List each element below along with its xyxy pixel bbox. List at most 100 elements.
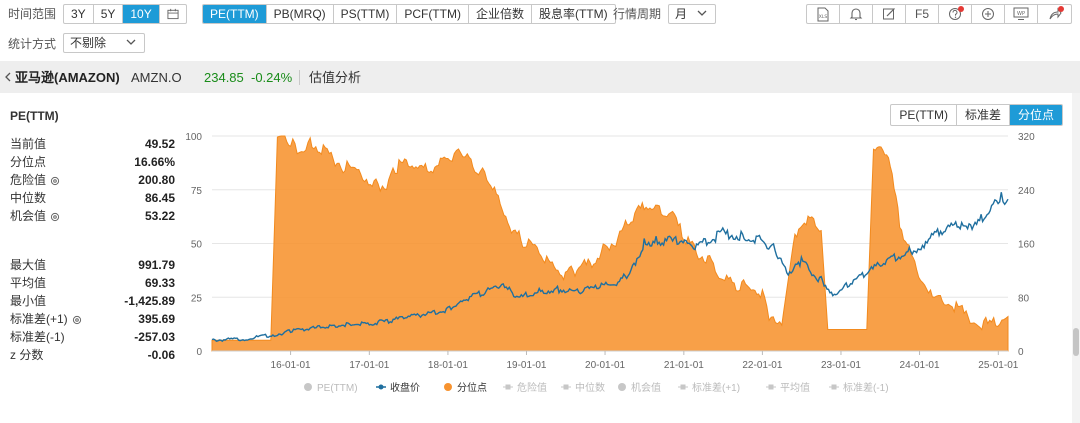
x-tick-label: 22-01-01 [742,360,782,371]
metric-tab-ps-ttm[interactable]: PS(TTM) [334,5,398,23]
x-tick-label: 20-01-01 [585,360,625,371]
legend-item[interactable]: 标准差(+1) [678,381,740,394]
legend-label: 机会值 [631,381,661,394]
legend-marker [563,384,569,390]
xls-export-icon[interactable]: XLS [807,5,840,23]
stat-label: 标准差(+1) [10,311,82,328]
legend-item[interactable]: 中位数 [561,381,605,394]
mode-tabs: PE(TTM) 标准差 分位点 [890,104,1063,126]
x-tick-label: 18-01-01 [428,360,468,371]
legend-label: 平均值 [780,381,810,394]
legend-item[interactable]: 分位点 [444,381,487,394]
stat-row: 标准差(-1) -257.03 [10,329,175,346]
y-right-tick-label: 240 [1018,186,1035,197]
legend-item[interactable]: 收盘价 [376,381,420,394]
range-3y-button[interactable]: 3Y [64,5,94,23]
stat-label: 危险值 [10,172,60,189]
stat-method-value: 不剔除 [70,36,107,50]
y-left-tick-label: 100 [185,132,202,143]
legend-marker [304,383,312,391]
stat-row: 危险值 200.80 [10,172,175,189]
edit-icon[interactable] [873,5,906,23]
zoom-in-icon[interactable] [972,5,1005,23]
mode-tab-percentile[interactable]: 分位点 [1009,105,1062,125]
metric-tab-ev-multiple[interactable]: 企业倍数 [469,5,532,23]
range-5y-button[interactable]: 5Y [94,5,124,23]
metric-tabs: PE(TTM) PB(MRQ) PS(TTM) PCF(TTM) 企业倍数 股息… [202,4,616,24]
legend-item[interactable]: PE(TTM) [304,383,358,394]
legend-label: 收盘价 [390,381,420,394]
stat-row: 当前值 49.52 [10,136,175,153]
close-price-line [211,192,1009,343]
legend-label: 标准差(+1) [692,381,740,394]
time-range-label: 时间范围 [8,7,57,21]
bell-icon[interactable] [840,5,873,23]
legend-marker [831,384,837,390]
stat-label: 标准差(-1) [10,330,65,344]
percentile-area [211,135,1009,352]
chevron-down-icon [697,10,707,16]
stat-value: 69.33 [144,276,175,290]
stat-row: 平均值 69.33 [10,275,175,292]
y-left-tick-label: 75 [191,186,203,197]
legend-marker [768,384,774,390]
y-left-tick-label: 25 [191,293,203,304]
gear-icon[interactable] [50,176,60,186]
gear-icon[interactable] [50,212,60,222]
calendar-icon[interactable] [160,5,186,23]
legend-item[interactable]: 平均值 [766,381,810,394]
legend-item[interactable]: 标准差(-1) [829,381,889,394]
period-select[interactable]: 月 [668,4,716,24]
stat-value: 200.80 [138,173,175,187]
stat-row: z 分数 -0.06 [10,347,175,364]
stat-method-label: 统计方式 [8,37,57,51]
panel-title: PE(TTM) [10,109,59,123]
mode-tab-std-dev[interactable]: 标准差 [957,105,1010,125]
scrollbar-thumb[interactable] [1073,328,1079,356]
legend-label: 危险值 [517,381,547,394]
y-left-tick-label: 50 [191,240,203,251]
x-tick-label: 17-01-01 [349,360,389,371]
metric-tab-pcf-ttm[interactable]: PCF(TTM) [397,5,469,23]
metric-tab-pb-mrq[interactable]: PB(MRQ) [267,5,334,23]
metric-tab-dividend-yield[interactable]: 股息率(TTM) [538,7,608,21]
legend-label: 分位点 [457,381,487,394]
stat-label: 中位数 [10,191,47,205]
help-notification-dot [958,6,964,12]
y-right-tick-label: 80 [1018,293,1030,304]
svg-text:WP: WP [1017,11,1025,17]
stat-row: 标准差(+1) 395.69 [10,311,175,328]
stat-value: 991.79 [138,258,175,272]
f5-button[interactable]: F5 [906,5,939,23]
stock-price: 234.85 [204,70,244,85]
stat-value: 16.66% [134,155,175,169]
legend-label: PE(TTM) [317,383,358,394]
legend-marker [618,383,626,391]
range-10y-button[interactable]: 10Y [123,5,160,23]
stock-change: -0.24% [251,70,293,85]
legend-marker [378,384,384,390]
stock-title-bar: 亚马逊(AMAZON) AMZN.O 234.85 -0.24% 估值分析 [0,61,1080,93]
stat-label: 最大值 [10,258,47,272]
svg-text:XLS: XLS [819,14,828,20]
help-icon[interactable] [939,5,972,23]
back-chevron-icon[interactable] [4,72,12,82]
stat-label: 当前值 [10,137,47,151]
wp-icon[interactable]: WP [1005,5,1038,23]
legend-item[interactable]: 机会值 [618,381,661,394]
stat-row: 中位数 86.45 [10,190,175,207]
mode-tab-pe-ttm[interactable]: PE(TTM) [891,105,957,125]
chevron-down-icon [126,39,136,45]
scrollbar-track[interactable] [1072,93,1080,423]
share-icon[interactable] [1038,5,1071,23]
stat-value: 86.45 [144,191,175,205]
gear-icon[interactable] [72,315,82,325]
section-title: 估值分析 [309,70,362,85]
stat-value: 395.69 [138,312,175,326]
metric-tab-pe-ttm[interactable]: PE(TTM) [203,5,267,23]
stat-method-select[interactable]: 不剔除 [63,33,145,53]
legend-item[interactable]: 危险值 [503,381,547,394]
tool-buttons: XLS F5 WP [806,4,1072,24]
stat-label: 最小值 [10,294,47,308]
